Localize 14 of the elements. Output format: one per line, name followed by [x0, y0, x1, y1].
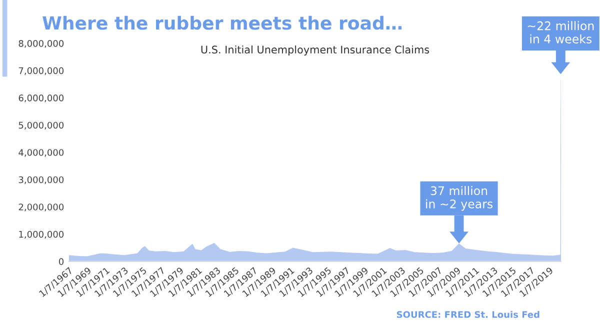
y-tick-label: 1,000,000 — [19, 230, 64, 239]
annotation: 37 million in ~2 years — [426, 186, 493, 211]
y-tick-label: 3,000,000 — [18, 176, 64, 184]
annotation: ~22 million in 4 weeks — [528, 21, 594, 44]
y-tick-label: 0 — [58, 258, 64, 265]
y-tick-label: 4,000,000 — [18, 149, 64, 157]
y-tick-label: 5,000,000 — [18, 122, 64, 130]
source-note: SOURCE: FRED St. Louis Fed — [396, 310, 540, 318]
chart-subtitle: U.S. Initial Unemployment Insurance Claims — [201, 45, 430, 56]
y-tick-label: 7,000,000 — [18, 67, 64, 76]
y-tick-label: 6,000,000 — [18, 94, 64, 102]
y-tick-label: 8,000,000 — [18, 40, 64, 48]
y-tick-label: 2,000,000 — [18, 204, 64, 212]
chart-title: Where the rubber meets the road… — [42, 16, 402, 30]
